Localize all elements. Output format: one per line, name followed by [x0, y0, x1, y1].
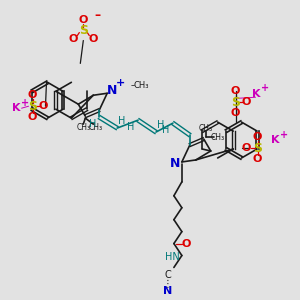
- Text: CH₃: CH₃: [76, 123, 90, 132]
- Text: CH₃: CH₃: [88, 123, 102, 132]
- Text: O: O: [253, 132, 262, 142]
- Text: O: O: [79, 15, 88, 25]
- Text: –: –: [131, 81, 135, 90]
- Text: H: H: [118, 116, 126, 126]
- Text: C: C: [164, 270, 171, 280]
- Text: +: +: [280, 130, 288, 140]
- Text: K: K: [252, 89, 261, 99]
- Text: +: +: [20, 98, 28, 108]
- Text: ⋮: ⋮: [163, 279, 173, 290]
- Text: S: S: [231, 96, 240, 109]
- Text: +: +: [116, 78, 125, 88]
- Text: H: H: [88, 119, 96, 129]
- Text: O: O: [88, 34, 98, 44]
- Text: HN: HN: [164, 253, 179, 262]
- Text: H: H: [162, 125, 169, 135]
- Text: CH₃: CH₃: [199, 124, 213, 133]
- Text: O: O: [181, 238, 190, 249]
- Text: –: –: [94, 9, 100, 22]
- Text: O: O: [28, 90, 37, 100]
- Text: O: O: [231, 108, 240, 118]
- Text: K: K: [12, 103, 21, 113]
- Text: S: S: [28, 100, 37, 113]
- Text: CH₃: CH₃: [133, 81, 149, 90]
- Text: O: O: [69, 34, 78, 44]
- Text: N: N: [107, 84, 117, 97]
- Text: K: K: [271, 135, 280, 145]
- Text: CH₃: CH₃: [211, 133, 225, 142]
- Text: O: O: [231, 86, 240, 96]
- Text: O: O: [242, 143, 251, 153]
- Text: O: O: [242, 97, 251, 107]
- Text: S: S: [253, 142, 262, 154]
- Text: O: O: [253, 154, 262, 164]
- Text: O: O: [39, 101, 48, 111]
- Text: O: O: [28, 112, 37, 122]
- Text: N: N: [163, 286, 172, 296]
- Text: H: H: [128, 122, 135, 132]
- Text: N: N: [170, 158, 180, 170]
- Text: +: +: [261, 83, 269, 93]
- Text: S: S: [79, 24, 88, 37]
- Text: H: H: [157, 120, 165, 130]
